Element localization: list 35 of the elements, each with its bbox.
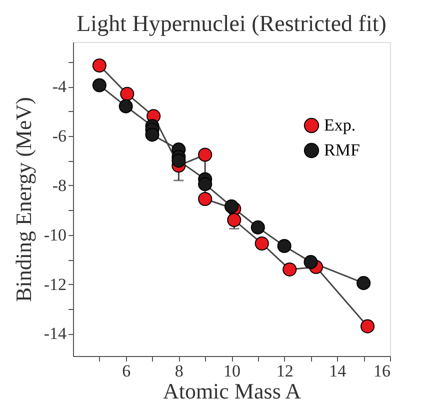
y-tick-label: -12 xyxy=(44,274,66,294)
point xyxy=(198,192,212,206)
x-tick-label: 6 xyxy=(122,362,131,380)
point xyxy=(360,319,375,334)
point xyxy=(227,213,242,228)
point xyxy=(92,78,106,92)
y-tick-label: -8 xyxy=(52,176,66,195)
x-axis-title: Atomic Mass A xyxy=(162,378,302,404)
x-tick-label: 16 xyxy=(374,362,390,380)
y-tick-label: -4 xyxy=(52,77,67,96)
point xyxy=(198,148,212,162)
point xyxy=(304,255,318,270)
point xyxy=(250,220,265,234)
legend-label: RMF xyxy=(324,140,360,160)
x-tick-label: 8 xyxy=(174,362,184,380)
y-tick-label: -10 xyxy=(44,225,66,244)
x-tick-label: 14 xyxy=(329,362,347,380)
point xyxy=(120,86,134,101)
point xyxy=(145,128,160,142)
point xyxy=(356,276,371,290)
point xyxy=(198,177,212,192)
y-axis-title: Binding Energy (MeV) xyxy=(10,97,36,302)
point xyxy=(118,99,133,114)
chart-title: Light Hypernuclei (Restricted fit) xyxy=(76,11,386,36)
point xyxy=(224,199,239,214)
point xyxy=(282,262,297,276)
legend-label: Exp. xyxy=(324,116,356,134)
x-tick-label: 12 xyxy=(276,362,294,380)
point xyxy=(172,154,186,168)
point xyxy=(92,58,106,72)
point xyxy=(254,236,269,251)
point xyxy=(277,238,292,253)
y-tick-label: -6 xyxy=(52,126,66,146)
x-tick-label: 10 xyxy=(224,362,240,380)
y-tick-label: -14 xyxy=(44,324,67,344)
